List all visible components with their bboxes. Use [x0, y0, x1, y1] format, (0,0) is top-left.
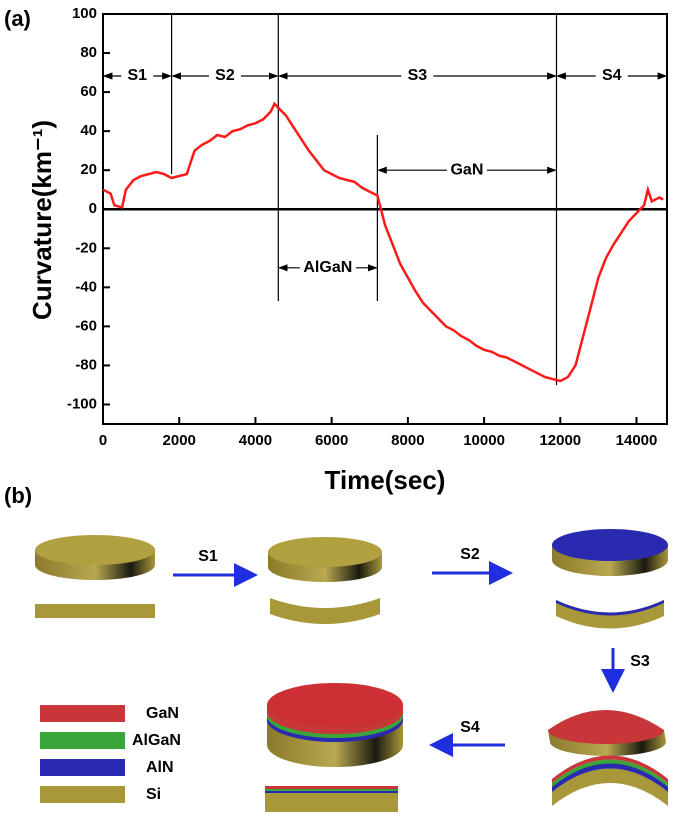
- algan-layer: [265, 789, 398, 791]
- plot-frame: [102, 13, 668, 425]
- span-label: S3: [408, 67, 428, 84]
- x-tick-label: 0: [99, 432, 107, 449]
- panel-label: (a): [4, 6, 31, 31]
- aln-layer: [267, 715, 403, 742]
- x-tick-label: 12000: [539, 432, 581, 449]
- step-label: S1: [198, 548, 218, 565]
- algan-layer: [267, 711, 403, 738]
- x-axis-label: Time(sec): [325, 465, 446, 495]
- x-tick-label: 14000: [616, 432, 658, 449]
- gan-layer: [552, 755, 668, 783]
- span-label: S2: [215, 67, 235, 84]
- y-tick-label: 80: [80, 44, 97, 61]
- si-strip: [552, 768, 668, 806]
- y-tick-label: 0: [89, 200, 97, 217]
- diagram: (b) S1 S2 S3: [4, 483, 668, 812]
- legend-label: AlGaN: [132, 732, 181, 749]
- span-label: AlGaN: [303, 259, 352, 276]
- gan-layer: [265, 786, 398, 789]
- x-tick-label: 8000: [391, 432, 424, 449]
- gan-top: [548, 710, 664, 744]
- legend-swatch: [40, 759, 125, 776]
- y-tick-label: 20: [80, 161, 97, 178]
- panel-label: (b): [4, 483, 32, 508]
- x-tick-label: 4000: [239, 432, 272, 449]
- algan-layer: [552, 759, 668, 787]
- si-strip: [270, 598, 380, 624]
- aln-layer: [265, 791, 398, 793]
- y-axis-label: Curvature(km⁻¹): [27, 120, 57, 320]
- span-label: S4: [602, 67, 622, 84]
- span-label: GaN: [450, 161, 483, 178]
- y-tick-label: 40: [80, 122, 97, 139]
- y-tick-label: -20: [75, 239, 97, 256]
- y-tick-label: -80: [75, 356, 97, 373]
- x-tick-label: 6000: [315, 432, 348, 449]
- aln-layer: [556, 600, 664, 616]
- step-label: S3: [630, 653, 650, 670]
- legend-swatch: [40, 705, 125, 722]
- step-label: S4: [460, 719, 480, 736]
- aln-layer: [552, 762, 668, 792]
- span-label: S1: [128, 67, 148, 84]
- si-disc-top: [35, 535, 155, 565]
- legend-swatch: [40, 786, 125, 803]
- gan-layer: [267, 705, 403, 734]
- si-disc-top: [268, 537, 382, 567]
- si-strip: [35, 604, 155, 618]
- x-tick-label: 10000: [463, 432, 505, 449]
- gan-top: [267, 683, 403, 727]
- y-tick-label: 60: [80, 83, 97, 100]
- curvature-line: [102, 101, 664, 383]
- legend-label: Si: [146, 786, 161, 803]
- step-label: S2: [460, 546, 480, 563]
- aln-top: [552, 529, 668, 561]
- legend-swatch: [40, 732, 125, 749]
- y-tick-label: -60: [75, 317, 97, 334]
- y-tick-label: -40: [75, 278, 97, 295]
- y-tick-label: 100: [72, 5, 97, 22]
- x-tick-label: 2000: [163, 432, 196, 449]
- y-tick-label: -100: [67, 395, 97, 412]
- legend-label: GaN: [146, 705, 179, 722]
- legend-label: AlN: [146, 759, 174, 776]
